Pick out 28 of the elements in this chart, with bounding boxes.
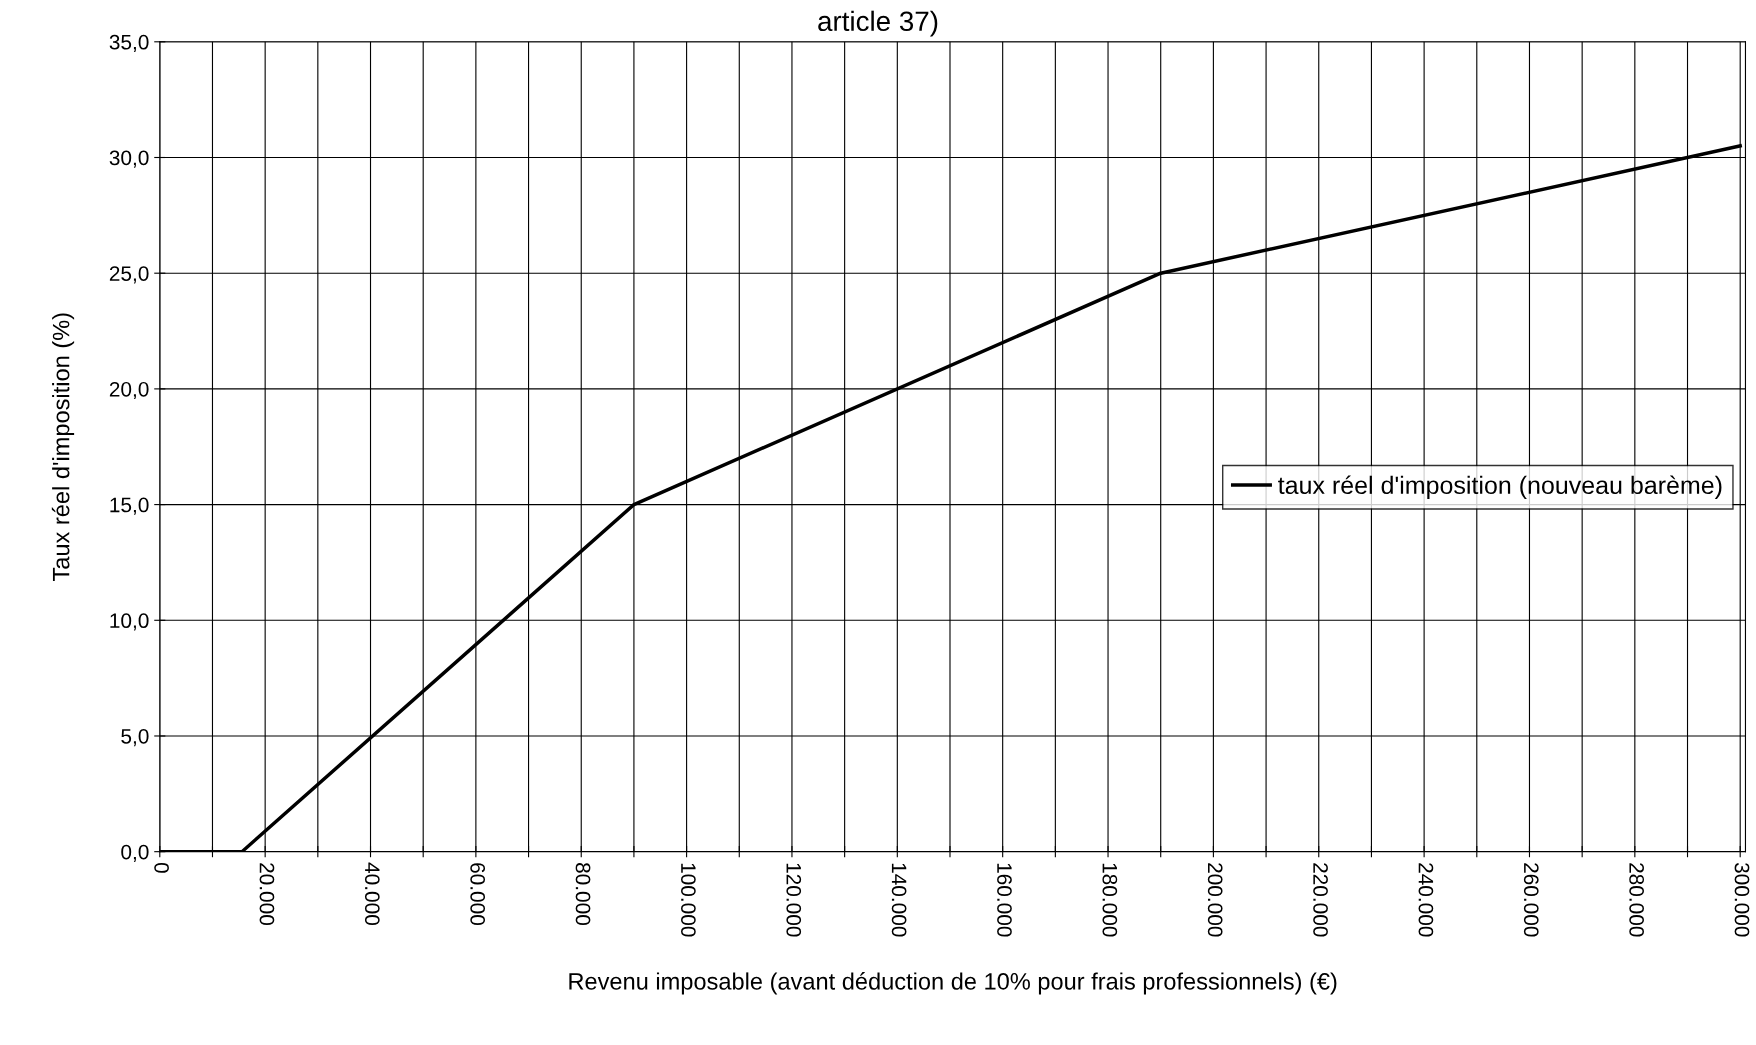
y-axis-title: Taux réel d'imposition (%) <box>51 313 75 581</box>
x-tick-label: 60.000 <box>470 863 486 925</box>
y-tick-label: 35,0 <box>109 34 149 53</box>
x-tick-label: 0 <box>154 862 169 873</box>
x-axis-title: Revenu imposable (avant déduction de 10% pour frais professionnels) (€) <box>569 972 1337 995</box>
y-tick-label: 20,0 <box>109 381 149 400</box>
x-tick-label: 280.000 <box>1629 863 1644 937</box>
y-tick-label: 25,0 <box>109 266 149 284</box>
x-tick-label: 200.000 <box>1207 863 1223 937</box>
y-tick-label: 0,0 <box>121 844 149 862</box>
x-tick-label: 40.000 <box>364 862 380 925</box>
x-tick-label: 240.000 <box>1418 863 1434 937</box>
y-tick-label: 30,0 <box>109 150 149 168</box>
y-tick-label: 15,0 <box>110 497 149 515</box>
x-tick-label: 180.000 <box>1102 863 1118 937</box>
legend-label: taux réel d'imposition (nouveau barème) <box>1278 475 1722 500</box>
x-tick-label: 20.000 <box>259 863 275 925</box>
y-tick-label: 5,0 <box>121 728 149 747</box>
x-tick-label: 140.000 <box>891 863 907 937</box>
x-tick-label: 120.000 <box>786 863 802 937</box>
x-tick-label: 300.000 <box>1734 862 1750 937</box>
x-tick-label: 80.000 <box>575 863 591 925</box>
x-tick-label: 260.000 <box>1523 863 1539 937</box>
chart-title: article 37) <box>818 10 938 37</box>
x-tick-label: 220.000 <box>1313 863 1328 937</box>
y-tick-label: 10,0 <box>110 613 149 631</box>
x-tick-label: 100.000 <box>681 863 696 937</box>
x-tick-label: 160.000 <box>997 863 1012 937</box>
